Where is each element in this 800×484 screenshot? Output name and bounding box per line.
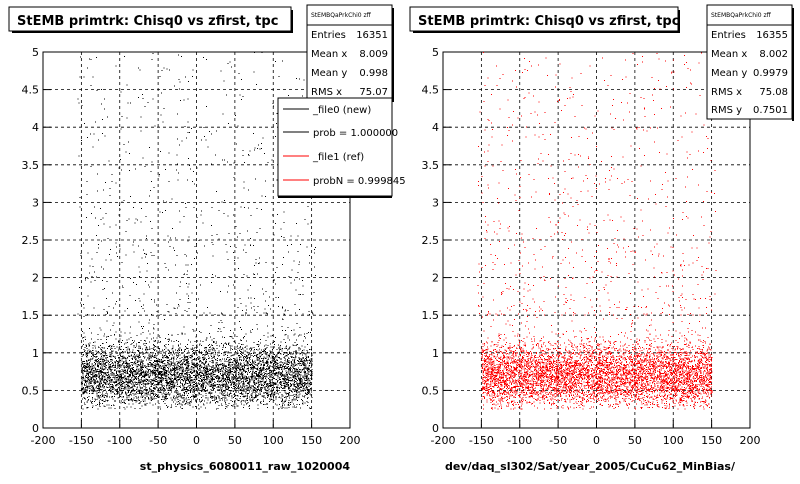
x-axis-ticks: -200 -150 -100 -50 0 50 100 150 200 [31,420,361,447]
y-tick-label: 3.5 [22,159,40,172]
stats-box: StEMBQaPrkChi0 zff Entries 16355 Mean x … [706,4,794,121]
stats-label: Mean x [311,49,347,60]
y-tick-label: 1.5 [22,309,40,322]
y-axis-ticks: 0 0.5 1 1.5 2 2.5 3 3.5 4 4.5 5 [22,46,51,435]
y-tick-label: 2.5 [422,234,440,247]
x-axis-label: st_physics_6080011_raw_1020004 [140,460,351,473]
stats-box: StEMBQaPrkChi0 zff Entries 16351 Mean x … [306,4,394,102]
x-axis-ticks: -200 -150 -100 -50 0 50 100 150 200 [431,420,761,447]
title-box [409,6,679,32]
scatter-points [77,51,317,410]
x-tick-label: 150 [301,434,322,447]
chart-title: StEMB primtrk: Chisq0 vs zfirst, tpc [17,14,278,29]
stats-label: Mean y [711,68,747,79]
scatter-point [477,51,717,410]
y-tick-label: 4.5 [422,84,440,97]
y-tick-label: 2.5 [22,234,40,247]
x-tick-label: 200 [740,434,761,447]
legend-label: _file1 (ref) [312,152,364,163]
legend-label: probN = 0.999845 [313,176,406,187]
x-tick-label: 200 [340,434,361,447]
x-tick-label: -150 [69,434,94,447]
y-tick-label: 1.5 [422,309,440,322]
right-panel: -200 -150 -100 -50 0 50 100 150 200 0 0.5 1 1.5 2 2.5… [409,4,794,473]
x-tick-label: -150 [469,434,494,447]
y-tick-label: 5 [32,46,39,59]
stats-name: StEMBQaPrkChi0 zff [311,12,372,19]
scatter-points [477,51,717,410]
stats-value: 0.7501 [753,105,788,116]
stats-value: 0.9979 [753,68,788,79]
x-tick-label: -200 [431,434,456,447]
y-tick-label: 3.5 [422,159,440,172]
stats-label: RMS x [711,87,742,98]
stats-label: Mean y [311,68,347,79]
stats-value: 16351 [356,30,388,41]
y-tick-label: 1 [432,347,439,360]
stats-name: StEMBQaPrkChi0 zff [711,12,772,19]
y-tick-label: 1 [32,347,39,360]
y-tick-label: 2 [32,272,39,285]
chart-title: StEMB primtrk: Chisq0 vs zfirst, tpc [418,14,679,29]
y-axis-ticks: 0 0.5 1 1.5 2 2.5 3 3.5 4 4.5 5 [422,46,451,435]
stats-value: 75.08 [759,87,788,98]
y-tick-label: 4.5 [22,84,40,97]
x-tick-label: -50 [549,434,567,447]
stats-label: Mean x [711,49,747,60]
y-tick-label: 0.5 [22,384,40,397]
stats-value: 75.07 [359,87,388,98]
stats-label: RMS x [311,87,342,98]
stats-value: 0.998 [359,68,388,79]
legend: _file0 (new) prob = 1.000000 _file1 (ref… [277,97,406,198]
y-tick-label: 3 [432,196,439,209]
x-axis-label: dev/daq_sl302/Sat/year_2005/CuCu62_MinBi… [445,460,736,473]
y-tick-label: 0 [32,422,39,435]
stats-value: 8.009 [359,49,388,60]
x-tick-label: -100 [107,434,132,447]
stats-label: Entries [711,30,746,41]
stats-value: 8.002 [759,49,788,60]
x-tick-label: 100 [263,434,284,447]
stats-label: RMS y [711,105,742,116]
y-tick-label: 0 [432,422,439,435]
x-tick-label: 0 [193,434,200,447]
x-tick-label: -50 [149,434,167,447]
stats-label: Entries [311,30,346,41]
x-tick-label: 150 [701,434,722,447]
y-tick-label: 0.5 [422,384,440,397]
stats-value: 16355 [756,30,788,41]
y-tick-label: 2 [432,272,439,285]
left-panel: -200 -150 -100 -50 0 50 100 150 200 0 0.5 1 1.5 2 2.5… [8,4,406,473]
x-tick-label: -200 [31,434,56,447]
y-tick-label: 4 [32,121,39,134]
x-tick-label: 50 [228,434,242,447]
y-tick-label: 3 [32,196,39,209]
x-tick-label: 50 [628,434,642,447]
y-tick-label: 5 [432,46,439,59]
title-box [8,6,292,32]
x-tick-label: -100 [507,434,532,447]
scatter-point [77,51,317,410]
y-tick-label: 4 [432,121,439,134]
legend-label: prob = 1.000000 [313,128,398,139]
x-tick-label: 0 [593,434,600,447]
legend-label: _file0 (new) [312,105,371,116]
x-tick-label: 100 [663,434,684,447]
